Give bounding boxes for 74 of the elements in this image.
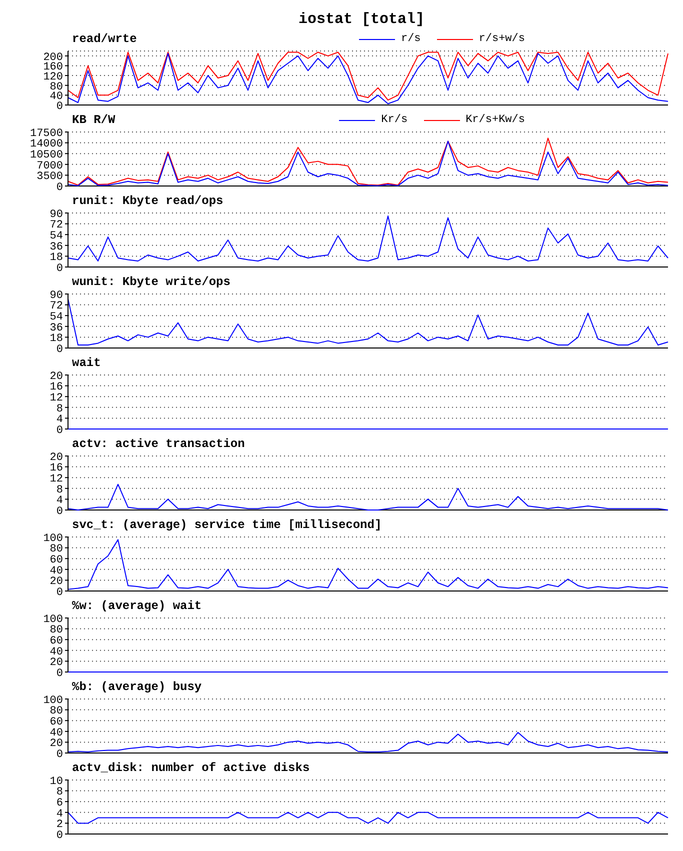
y-tick-label: 20 [50,657,63,670]
y-tick-label: 4 [56,808,64,820]
y-tick-label: 12 [50,392,63,405]
chart-title: actv: active transaction [72,437,245,451]
y-tick-label: 0 [56,182,63,194]
y-tick-label: 4 [56,495,64,508]
y-tick-label: 10 [50,776,63,788]
y-tick-label: 40 [50,727,63,740]
legend-label: r/s [400,33,421,45]
y-tick-label: 8 [56,484,63,496]
y-tick-label: 72 [50,300,63,313]
y-tick-label: 16 [50,382,63,394]
legend-label: r/s+w/s [478,33,525,45]
y-tick-label: 60 [50,716,63,729]
y-tick-label: 7000 [36,160,63,172]
y-tick-label: 90 [50,290,63,302]
chart-title: wunit: Kbyte write/ops [72,275,230,289]
y-tick-label: 36 [50,241,63,254]
y-tick-label: 20 [50,738,63,750]
y-tick-label: 10500 [30,150,63,162]
y-tick-label: 90 [50,208,63,221]
y-tick-label: 0 [56,830,63,842]
y-tick-label: 0 [56,668,63,680]
line-series [68,539,668,590]
y-tick-label: 54 [50,230,64,243]
y-tick-label: 60 [50,636,63,648]
chart-title: KB R/W [72,113,116,127]
y-tick-label: 40 [50,565,63,578]
y-tick-label: 0 [56,506,63,518]
y-tick-label: 3500 [36,171,63,184]
line-series [68,298,668,346]
chart-title: svc_t: (average) service time [millisecond] [72,518,382,532]
chart-title: %b: (average) busy [72,680,202,694]
y-tick-label: 20 [50,370,63,383]
y-tick-label: 60 [50,554,63,567]
y-tick-label: 8 [56,403,63,416]
chart-subtitle: read/wrte [72,32,137,46]
chart-title: iostat [total] [297,10,426,30]
y-tick-label: 0 [56,344,63,356]
y-tick-label: 17500 [30,128,63,140]
y-tick-label: 0 [56,424,63,437]
y-tick-label: 80 [50,706,63,718]
y-tick-label: 18 [50,252,63,264]
y-tick-label: 100 [43,614,63,626]
chart-title: runit: Kbyte read/ops [72,194,224,208]
y-tick-label: 120 [43,71,63,84]
y-tick-label: 6 [56,798,63,810]
line-series [68,216,668,262]
y-tick-label: 18 [50,333,63,346]
y-tick-label: 100 [43,532,63,545]
y-tick-label: 20 [50,576,63,588]
legend-label: Kr/s+Kw/s [466,114,525,126]
chart-title: %w: (average) wait [72,599,202,613]
y-tick-label: 72 [50,220,63,232]
y-tick-label: 20 [50,452,63,464]
y-tick-label: 2 [56,819,63,832]
y-tick-label: 0 [56,100,63,113]
y-tick-label: 54 [50,312,64,324]
y-tick-label: 0 [56,586,63,599]
y-tick-label: 36 [50,322,63,334]
y-tick-label: 0 [56,748,63,761]
y-tick-label: 4 [56,414,64,426]
y-tick-label: 12 [50,474,63,486]
y-tick-label: 40 [50,646,63,658]
y-tick-label: 8 [56,786,63,799]
y-tick-label: 100 [43,694,63,707]
chart-title: wait [72,356,101,370]
y-tick-label: 16 [50,462,63,475]
legend-label: Kr/s [381,114,408,126]
y-tick-label: 80 [50,544,63,556]
y-tick-label: 80 [50,624,63,637]
chart-title: actv_disk: number of active disks [72,761,310,775]
y-tick-label: 14000 [30,138,63,151]
y-tick-label: 0 [56,262,63,275]
